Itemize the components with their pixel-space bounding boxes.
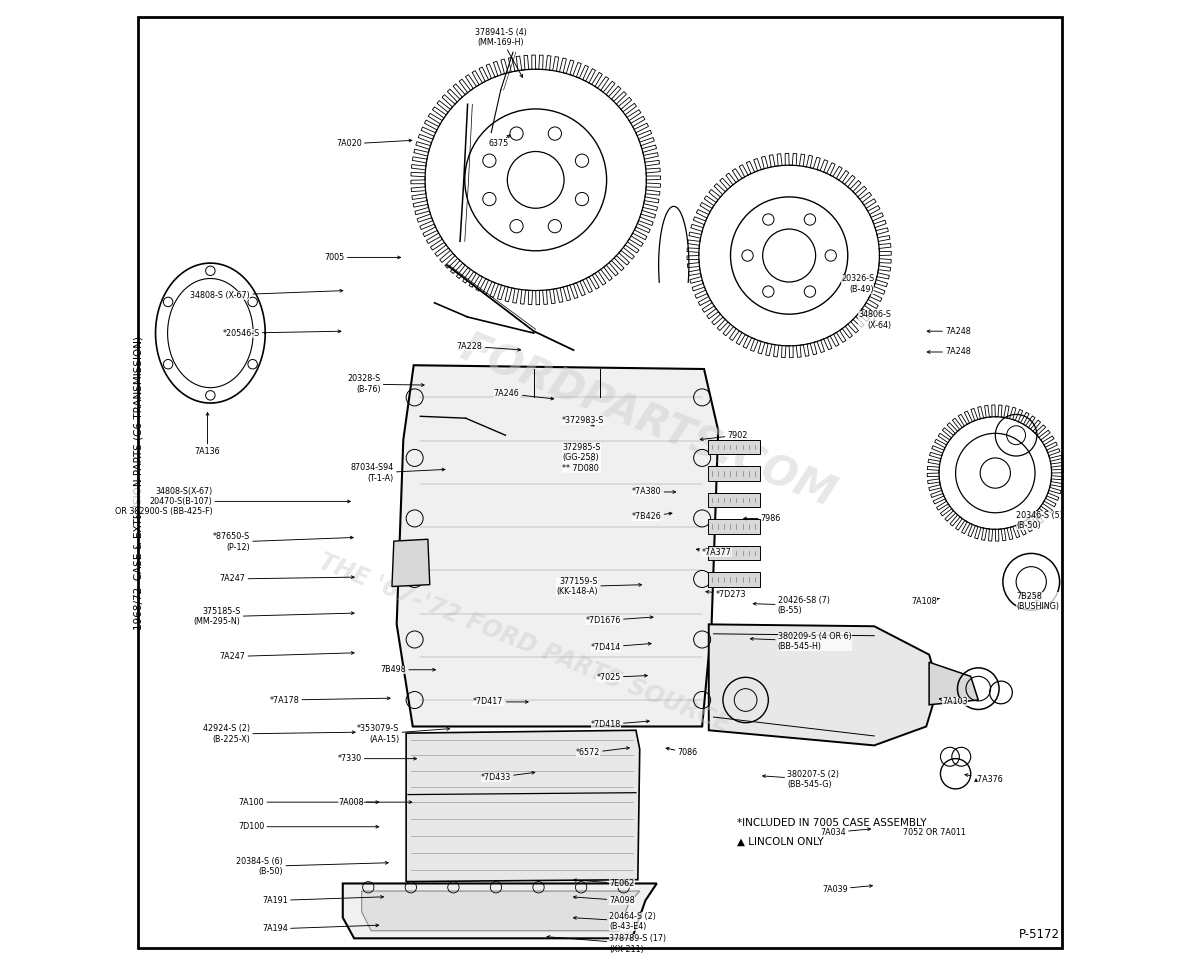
Text: 7A008: 7A008 — [338, 798, 412, 807]
Text: 7B498: 7B498 — [380, 665, 436, 675]
Text: *353079-S
(AA-15): *353079-S (AA-15) — [358, 725, 450, 744]
Text: 7A248: 7A248 — [928, 327, 971, 336]
Text: *87650-S
(P-12): *87650-S (P-12) — [212, 533, 353, 552]
Text: 380209-S (4 OR 6)
(BB-545-H): 380209-S (4 OR 6) (BB-545-H) — [750, 632, 852, 651]
Text: 7902: 7902 — [701, 430, 748, 441]
Text: 20384-S (6)
(B-50): 20384-S (6) (B-50) — [236, 857, 388, 876]
Text: THE '67-'72 FORD PARTS SOURCE: THE '67-'72 FORD PARTS SOURCE — [316, 549, 733, 737]
Text: P-5172: P-5172 — [1019, 928, 1060, 941]
Text: 378789-S (17)
(XX-211): 378789-S (17) (XX-211) — [547, 934, 666, 953]
Text: 7A108: 7A108 — [911, 597, 940, 606]
Text: 7A194: 7A194 — [262, 924, 379, 933]
Text: 20326-S
(B-49): 20326-S (B-49) — [841, 274, 875, 293]
Polygon shape — [929, 662, 978, 704]
Text: *372983-S: *372983-S — [562, 416, 605, 426]
Text: 7A098: 7A098 — [574, 896, 635, 905]
Polygon shape — [397, 365, 719, 727]
Polygon shape — [709, 624, 938, 745]
Polygon shape — [406, 731, 640, 882]
Text: 7B258
(BUSHING): 7B258 (BUSHING) — [1016, 592, 1060, 612]
Text: 378941-S (4)
(MM-169-H): 378941-S (4) (MM-169-H) — [475, 28, 527, 77]
Text: *7A178: *7A178 — [270, 696, 390, 704]
Text: 1968/72  CASE & EXTENSION PARTS (C6 TRANSMISSION): 1968/72 CASE & EXTENSION PARTS (C6 TRANS… — [133, 336, 144, 629]
Text: 7A100: 7A100 — [239, 798, 379, 807]
Text: 7A191: 7A191 — [262, 896, 384, 905]
Text: 20426-S8 (7)
(B-55): 20426-S8 (7) (B-55) — [754, 595, 829, 615]
Polygon shape — [361, 891, 640, 931]
Text: 6375: 6375 — [488, 135, 510, 149]
Text: ▴7A376: ▴7A376 — [965, 774, 1003, 784]
Text: 20464-S (2)
(B-43-E4): 20464-S (2) (B-43-E4) — [574, 912, 656, 931]
Text: *7D273: *7D273 — [706, 590, 746, 598]
Text: 7086: 7086 — [666, 747, 697, 758]
Text: *7D417: *7D417 — [473, 698, 528, 706]
FancyBboxPatch shape — [708, 572, 760, 587]
FancyBboxPatch shape — [708, 466, 760, 481]
Text: *7B426: *7B426 — [631, 512, 672, 521]
Text: 377159-S
(KK-148-A): 377159-S (KK-148-A) — [557, 577, 642, 596]
Text: 7A103: 7A103 — [940, 698, 968, 706]
FancyBboxPatch shape — [708, 493, 760, 507]
Text: 372985-S
(GG-258)
** 7D080: 372985-S (GG-258) ** 7D080 — [562, 443, 601, 473]
FancyBboxPatch shape — [708, 440, 760, 455]
FancyBboxPatch shape — [708, 519, 760, 534]
Text: 7A247: 7A247 — [220, 574, 354, 584]
Text: 7A039: 7A039 — [822, 885, 872, 894]
Text: FORDPARTS.COM: FORDPARTS.COM — [454, 326, 841, 515]
Text: *7D433: *7D433 — [481, 771, 535, 782]
Text: *7A380: *7A380 — [632, 487, 676, 496]
Text: *7330: *7330 — [337, 754, 416, 763]
Text: *20546-S: *20546-S — [222, 328, 341, 338]
Text: 42924-S (2)
(B-225-X): 42924-S (2) (B-225-X) — [203, 725, 355, 744]
Text: 7052 OR 7A011: 7052 OR 7A011 — [902, 828, 966, 837]
Text: 7A136: 7A136 — [194, 412, 221, 455]
Text: *7D418: *7D418 — [590, 720, 649, 730]
Text: 20328-S
(B-76): 20328-S (B-76) — [347, 374, 424, 394]
Text: 375185-S
(MM-295-N): 375185-S (MM-295-N) — [193, 607, 354, 626]
Text: *7D414: *7D414 — [590, 643, 652, 651]
Text: ▲ LINCOLN ONLY: ▲ LINCOLN ONLY — [737, 837, 824, 847]
Text: 7A246: 7A246 — [494, 389, 553, 400]
Text: 7005: 7005 — [324, 253, 401, 262]
Text: 34808-S(X-67)
20470-S(B-107)
OR 382900-S (BB-425-F): 34808-S(X-67) 20470-S(B-107) OR 382900-S… — [114, 486, 350, 516]
Text: 87034-S94
(T-1-A): 87034-S94 (T-1-A) — [350, 463, 445, 482]
Polygon shape — [343, 884, 656, 938]
Text: *INCLUDED IN 7005 CASE ASSEMBLY: *INCLUDED IN 7005 CASE ASSEMBLY — [737, 818, 926, 828]
Text: 34806-S
(X-64): 34806-S (X-64) — [858, 310, 892, 329]
Text: 20346-S (5)
(B-50): 20346-S (5) (B-50) — [1016, 510, 1063, 530]
Text: 7A034: 7A034 — [821, 828, 870, 837]
Text: *7025: *7025 — [596, 673, 647, 682]
Text: 7E062: 7E062 — [574, 879, 635, 888]
Text: 7A247: 7A247 — [220, 651, 354, 661]
Text: 380207-S (2)
(BB-545-G): 380207-S (2) (BB-545-G) — [763, 770, 839, 789]
Text: *6572: *6572 — [576, 747, 629, 758]
Text: *7A377: *7A377 — [696, 548, 732, 557]
Text: *7D1676: *7D1676 — [586, 616, 653, 625]
FancyBboxPatch shape — [708, 546, 760, 560]
Text: 7D100: 7D100 — [238, 822, 379, 831]
Text: 34808-S (X-67): 34808-S (X-67) — [191, 290, 343, 300]
Polygon shape — [392, 539, 430, 587]
Text: 7A248: 7A248 — [928, 347, 971, 356]
Text: 7986: 7986 — [744, 514, 781, 523]
Text: 7A020: 7A020 — [336, 139, 412, 149]
Text: 7A228: 7A228 — [457, 342, 521, 351]
